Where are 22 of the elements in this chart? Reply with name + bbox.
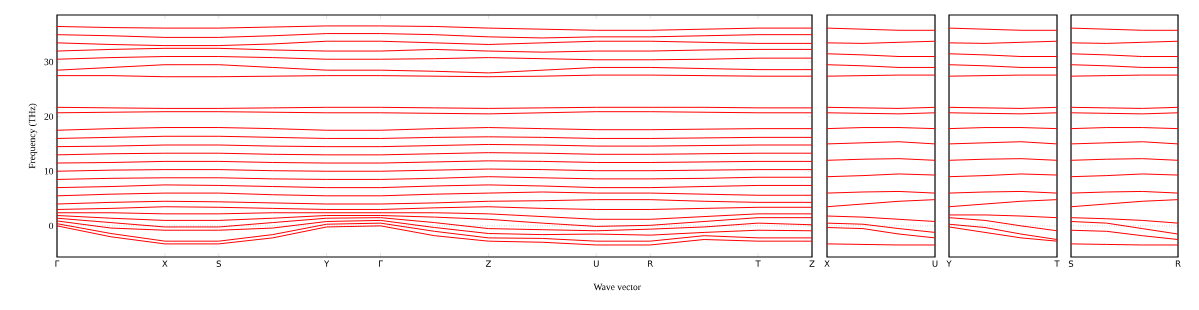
y-tick-label: 30 <box>44 58 54 66</box>
x-tick-label: R <box>648 260 653 267</box>
x-tick-label: R <box>1175 260 1181 267</box>
x-tick-label: Z <box>485 260 491 267</box>
x-tick-label: Z <box>809 260 815 267</box>
x-tick-label: Γ <box>379 260 383 267</box>
y-axis-title: Frequency (THz) <box>28 103 38 169</box>
x-tick-label: U <box>932 260 938 267</box>
y-tick-label: 20 <box>44 113 54 120</box>
x-tick-label: Y <box>946 260 952 267</box>
y-tick-label: 10 <box>44 168 54 175</box>
x-tick-label: U <box>593 260 599 267</box>
x-tick-label: S <box>216 260 222 267</box>
x-tick-label: T <box>1054 260 1060 267</box>
x-tick-label: Y <box>324 260 330 267</box>
x-tick-label: X <box>824 260 830 267</box>
x-tick-label: T <box>755 260 761 267</box>
x-axis-title: Wave vector <box>593 283 641 291</box>
x-tick-label: S <box>1068 260 1074 267</box>
x-tick-label: Γ <box>55 260 60 267</box>
x-tick-label: X <box>162 260 168 267</box>
y-tick-label: 0 <box>49 222 54 230</box>
